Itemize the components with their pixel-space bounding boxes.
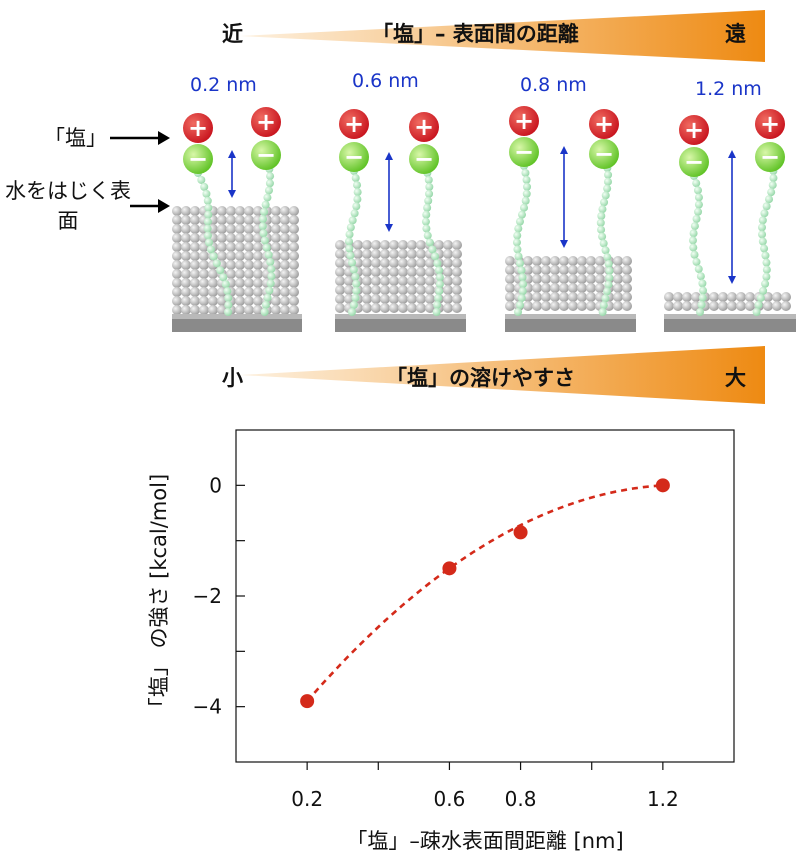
cation: + <box>589 109 619 139</box>
surface-label: 水をはじく表面 <box>5 179 131 233</box>
svg-text:+: + <box>684 116 704 144</box>
banner-solubility-title: 「塩」の溶けやすさ <box>386 366 575 390</box>
panel-3: −+−+ <box>505 106 636 332</box>
banner-small-label: 小 <box>222 366 243 390</box>
tether-chain <box>421 169 444 316</box>
surface-pointer-arrow <box>130 199 170 213</box>
salt-label: 「塩」 <box>44 126 107 150</box>
data-point-3 <box>513 525 528 540</box>
distance-arrow <box>728 150 736 284</box>
svg-text:+: + <box>414 113 434 141</box>
x-tick-label: 0.6 <box>434 787 466 811</box>
x-axis-label: 「塩」–疎水表面間距離 [nm] <box>346 829 623 853</box>
cation: + <box>755 109 785 139</box>
anion: − <box>755 142 785 172</box>
distance-banner-shape <box>240 10 765 62</box>
svg-text:+: + <box>760 110 780 138</box>
salt-pointer-arrow <box>110 131 170 145</box>
banner-large-label: 大 <box>725 366 746 390</box>
anion: − <box>183 144 213 174</box>
x-tick-label: 0.2 <box>291 787 323 811</box>
data-point-4 <box>655 478 670 493</box>
cation: + <box>509 106 539 136</box>
svg-text:−: − <box>256 141 276 169</box>
svg-text:+: + <box>256 108 276 136</box>
svg-text:+: + <box>514 107 534 135</box>
distance-arrow <box>385 152 393 232</box>
distance-arrow <box>228 150 236 198</box>
cation: + <box>409 112 439 142</box>
svg-text:+: + <box>344 110 364 138</box>
x-tick-label: 1.2 <box>647 787 679 811</box>
x-tick-label: 0.8 <box>505 787 537 811</box>
svg-text:−: − <box>188 145 208 173</box>
svg-text:−: − <box>514 138 534 166</box>
data-point-2 <box>442 561 457 576</box>
anion: − <box>251 140 281 170</box>
surface-layer <box>664 292 791 311</box>
distance-arrow <box>560 146 568 248</box>
panel-3-distance: 0.8 nm <box>520 74 587 96</box>
svg-text:−: − <box>594 140 614 168</box>
solubility-banner-shape <box>240 346 765 404</box>
anion: − <box>679 147 709 177</box>
svg-text:+: + <box>594 110 614 138</box>
svg-text:+: + <box>188 114 208 142</box>
anion: − <box>589 139 619 169</box>
panel-4: − + − + <box>664 109 796 332</box>
svg-text:−: − <box>760 143 780 171</box>
panel-2: − + − + <box>335 109 466 332</box>
anion: − <box>409 144 439 174</box>
anion: − <box>509 137 539 167</box>
fit-curve <box>306 484 664 702</box>
y-tick-label: −2 <box>193 584 222 608</box>
tether-chain <box>596 164 614 316</box>
surface-layer <box>172 206 299 315</box>
banner-near-label: 近 <box>222 22 243 46</box>
svg-text:−: − <box>414 145 434 173</box>
cation: + <box>679 115 709 145</box>
panel-4-distance: 1.2 nm <box>695 78 762 100</box>
tether-chain <box>752 167 778 316</box>
y-tick-label: −4 <box>193 695 222 719</box>
cation: + <box>183 113 213 143</box>
svg-text:−: − <box>344 143 364 171</box>
cation: + <box>339 109 369 139</box>
binding-strength-chart: 0.2 0.6 0.8 1.2 0 −2 −4 「塩」–疎水表面間距離 [nm] 「塩」 の… <box>147 429 735 853</box>
banner-distance-title: 「塩」– 表面間の距離 <box>372 22 579 46</box>
y-tick-label: 0 <box>209 473 222 497</box>
banner-far-label: 遠 <box>725 22 746 46</box>
panel-1: − + − + <box>172 107 302 332</box>
anion: − <box>339 142 369 172</box>
panel-2-distance: 0.6 nm <box>352 70 419 92</box>
y-axis-label: 「塩」 の強さ [kcal/mol] <box>147 474 171 718</box>
panel-1-distance: 0.2 nm <box>190 74 257 96</box>
surface-layer <box>505 256 632 311</box>
data-point-1 <box>300 694 315 709</box>
svg-text:−: − <box>684 148 704 176</box>
cation: + <box>251 107 281 137</box>
molecular-panels: −+−+−+−+−+−+−+−+ <box>172 106 796 332</box>
